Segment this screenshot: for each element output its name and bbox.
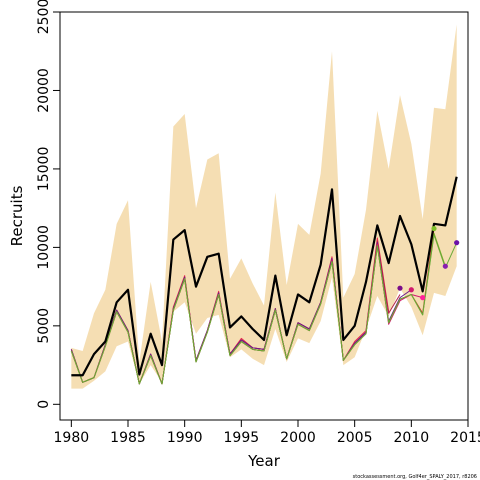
y-axis-title: Recruits: [8, 185, 26, 246]
y-tick-label: 15000: [36, 147, 52, 192]
x-tick-label: 2015: [450, 430, 480, 446]
x-tick-label: 2000: [280, 430, 316, 446]
x-tick-label: 2005: [337, 430, 373, 446]
endpoint-marker-2009: [397, 285, 403, 291]
recruits-main-line: [71, 176, 458, 377]
endpoint-marker-2011: [420, 295, 426, 301]
endpoint-marker-2013: [442, 263, 448, 269]
footnote: stockassessment.org, Golf4er_SPALY_2017,…: [353, 474, 477, 480]
retrospective-line-2010: [70, 242, 412, 385]
endpoint-marker-2014: [454, 240, 460, 246]
y-tick-label: 25000: [36, 0, 52, 34]
endpoint-marker-2012: [431, 225, 437, 232]
y-tick-label: 5000: [36, 308, 52, 344]
y-tick-label: 0: [36, 400, 52, 409]
x-tick-label: 1985: [110, 430, 146, 446]
x-axis-title: Year: [247, 452, 281, 470]
x-tick-label: 1980: [54, 430, 90, 446]
x-tick-label: 1990: [167, 430, 203, 446]
x-tick-label: 2010: [394, 430, 430, 446]
x-axis: 1980 1985 1990 1995 2000 2005 2010 2015: [54, 419, 480, 446]
retrospective-lines: [70, 228, 458, 385]
y-axis: 0 5000 10000 15000 20000 25000: [36, 0, 61, 409]
endpoint-markers: [397, 225, 460, 301]
y-tick-label: 10000: [36, 225, 52, 270]
y-tick-label: 20000: [36, 68, 52, 113]
endpoint-marker-2010: [408, 287, 414, 293]
retrospective-line-2014: [70, 234, 458, 385]
x-tick-label: 1995: [224, 430, 260, 446]
